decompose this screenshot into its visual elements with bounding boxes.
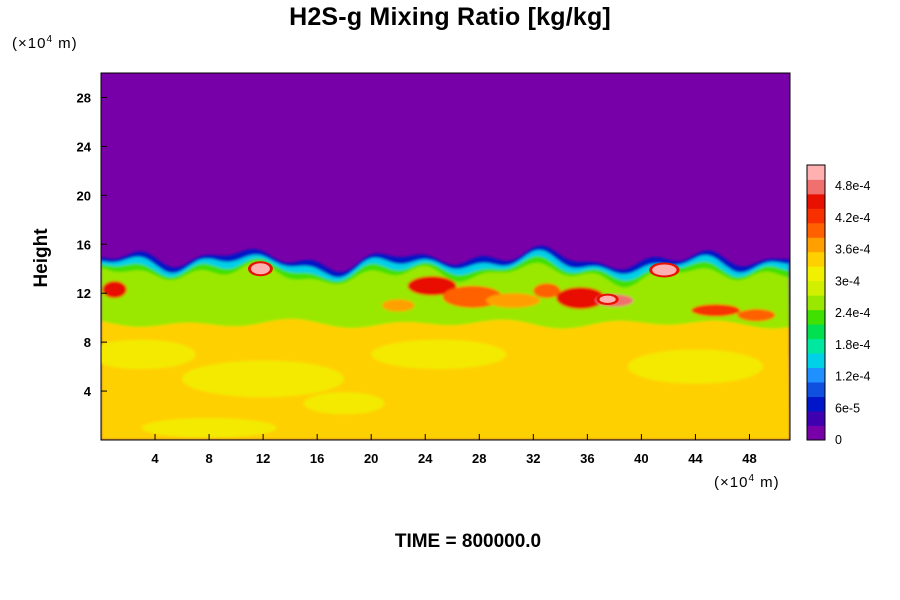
plot-area	[101, 73, 790, 440]
colorbar-segment	[807, 251, 825, 267]
field-filament	[486, 293, 541, 308]
colorbar-segment	[807, 193, 825, 209]
time-label: TIME = 800000.0	[394, 531, 542, 552]
x-tick-label: 12	[256, 451, 270, 466]
x-tick-label: 28	[472, 451, 486, 466]
field-filament	[382, 299, 415, 312]
x-tick-label: 48	[742, 451, 756, 466]
field-lower-layer	[101, 319, 790, 440]
x-tick-label: 4	[151, 451, 159, 466]
field-filament	[556, 287, 605, 310]
colorbar-segment	[807, 295, 825, 311]
colorbar-segment	[807, 411, 825, 426]
field-filament	[691, 304, 741, 317]
x-tick-label: 16	[310, 451, 324, 466]
colorbar-segment	[807, 222, 825, 238]
x-tick-label: 24	[418, 451, 433, 466]
y-tick-label: 4	[84, 384, 92, 399]
colorbar-label: 1.8e-4	[835, 338, 870, 352]
field-filament	[737, 309, 776, 322]
colorbar-label: 6e-5	[835, 401, 860, 415]
colorbar-label: 1.2e-4	[835, 370, 870, 384]
colorbar-segment	[807, 367, 825, 383]
colorbar-segment	[807, 237, 825, 253]
colorbar-segment	[807, 165, 825, 180]
colorbar-label: 0	[835, 433, 842, 447]
colorbar-label: 4.2e-4	[835, 211, 870, 225]
field-streak	[101, 339, 196, 370]
field-peak	[250, 263, 270, 275]
x-tick-label: 8	[205, 451, 212, 466]
plot-frame	[100, 72, 791, 441]
colorbar-segment	[807, 353, 825, 369]
x-tick-label: 32	[526, 451, 540, 466]
colorbar-segment	[807, 266, 825, 282]
colorbar-frame	[806, 164, 826, 441]
x-tick-label: 40	[634, 451, 648, 466]
colorbar-segment	[807, 280, 825, 296]
y-axis-unit: (×104 m)	[12, 34, 78, 52]
y-tick-label: 28	[77, 90, 91, 105]
colorbar-segment	[807, 309, 825, 325]
field-streak	[182, 360, 345, 398]
y-tick-label: 12	[77, 286, 91, 301]
colorbar-segment	[807, 208, 825, 224]
colorbar-label: 3.6e-4	[835, 243, 870, 257]
y-tick-label: 8	[84, 335, 91, 350]
y-tick-label: 24	[77, 139, 92, 154]
y-tick-label: 20	[77, 188, 91, 203]
x-axis-unit: (×104 m)	[714, 473, 780, 491]
field-streak	[627, 349, 763, 384]
y-axis: 4 8 12 16 20 24 28	[77, 90, 107, 399]
chart-title: H2S-g Mixing Ratio [kg/kg]	[289, 3, 611, 31]
colorbar-segment	[807, 396, 825, 412]
field-peak	[599, 295, 616, 303]
colorbar: 0 6e-5 1.2e-4 1.8e-4 2.4e-4 3e-4 3.6e-4 4.2e-4 4…	[806, 164, 870, 447]
colorbar-label: 3e-4	[835, 274, 860, 288]
x-axis: 4 8 12 16 20 24 28 32 36 40 44 48	[151, 434, 757, 466]
colorbar-segment	[807, 324, 825, 340]
colorbar-label: 4.8e-4	[835, 179, 870, 193]
field-streak	[303, 392, 385, 415]
field-filament	[102, 280, 127, 299]
field-filament	[407, 276, 457, 296]
colorbar-label: 2.4e-4	[835, 306, 870, 320]
colorbar-segment	[807, 179, 825, 195]
colorbar-segment	[807, 382, 825, 397]
field-streak	[371, 339, 507, 370]
y-tick-label: 16	[77, 237, 91, 252]
field-streak	[141, 417, 277, 438]
colorbar-segment	[807, 338, 825, 354]
field-layer	[101, 245, 790, 440]
colorbar-segment	[807, 425, 825, 441]
field-peak	[652, 264, 677, 276]
x-tick-label: 44	[688, 451, 703, 466]
field-filament	[533, 283, 561, 299]
x-tick-label: 20	[364, 451, 378, 466]
x-tick-label: 36	[580, 451, 594, 466]
